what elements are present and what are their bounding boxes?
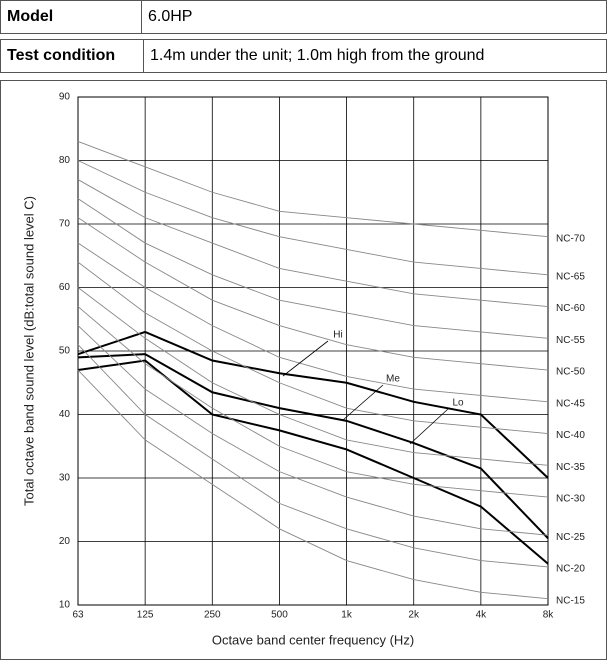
y-axis-title: Total octave band sound level (dB:total … xyxy=(21,196,36,506)
nc-curve xyxy=(77,217,549,371)
nc-label: NC-20 xyxy=(556,564,585,575)
value-cell: 6.0HP xyxy=(148,8,193,25)
x-tick-label: 500 xyxy=(271,610,288,621)
x-tick-label: 125 xyxy=(137,610,154,621)
nc-label: NC-55 xyxy=(556,335,585,346)
header-cell: Test condition xyxy=(1,40,144,72)
y-tick-label: 50 xyxy=(59,346,71,357)
leader-line xyxy=(409,408,449,445)
nc-label: NC-65 xyxy=(556,271,585,282)
x-tick-label: 250 xyxy=(204,610,221,621)
leader-line xyxy=(342,384,384,421)
nc-label: NC-30 xyxy=(556,494,585,505)
x-tick-label: 4k xyxy=(476,610,488,621)
nc-curve xyxy=(77,242,549,403)
chart-frame xyxy=(0,80,607,660)
data-line xyxy=(77,330,549,479)
series-label: Me xyxy=(386,374,400,385)
nc-curve xyxy=(77,179,549,307)
x-tick-label: 8k xyxy=(543,610,555,621)
y-tick-label: 80 xyxy=(59,155,71,166)
y-tick-label: 30 xyxy=(59,473,71,484)
x-tick-label: 63 xyxy=(72,610,84,621)
data-line xyxy=(77,353,549,540)
y-tick-label: 20 xyxy=(59,536,71,547)
y-tick-label: 70 xyxy=(59,219,71,230)
nc-curve xyxy=(77,369,549,600)
nc-curve xyxy=(77,160,549,276)
nc-label: NC-45 xyxy=(556,398,585,409)
data-line xyxy=(77,359,549,565)
nc-curve xyxy=(77,325,549,536)
nc-curve xyxy=(77,306,549,498)
x-tick-label: 1k xyxy=(341,610,353,621)
y-tick-label: 10 xyxy=(59,600,71,611)
nc-label: NC-25 xyxy=(556,532,585,543)
x-axis-title: Octave band center frequency (Hz) xyxy=(212,632,414,647)
x-tick-label: 2k xyxy=(408,610,420,621)
y-tick-label: 40 xyxy=(59,409,71,420)
series-label: Lo xyxy=(452,398,464,409)
nc-label: NC-50 xyxy=(556,367,585,378)
leader-line xyxy=(282,340,329,377)
series-label: Hi xyxy=(333,330,342,341)
chart: Octave band center frequency (Hz) Total … xyxy=(0,80,607,660)
y-tick-label: 90 xyxy=(59,92,71,103)
nc-label: NC-40 xyxy=(556,430,585,441)
nc-label: NC-15 xyxy=(556,595,585,606)
model-row: Model 6.0HP xyxy=(0,0,607,34)
header-cell: Model xyxy=(1,1,142,33)
nc-label: NC-70 xyxy=(556,233,585,244)
nc-label: NC-60 xyxy=(556,303,585,314)
nc-curve xyxy=(77,141,549,238)
nc-curve xyxy=(77,198,549,339)
nc-label: NC-35 xyxy=(556,462,585,473)
nc-curve xyxy=(77,344,549,568)
value-cell: 1.4m under the unit; 1.0m high from the … xyxy=(150,47,485,64)
nc-curve xyxy=(77,287,549,466)
nc-curve xyxy=(77,261,549,434)
y-tick-label: 60 xyxy=(59,282,71,293)
condition-row: Test condition 1.4m under the unit; 1.0m… xyxy=(0,39,607,73)
